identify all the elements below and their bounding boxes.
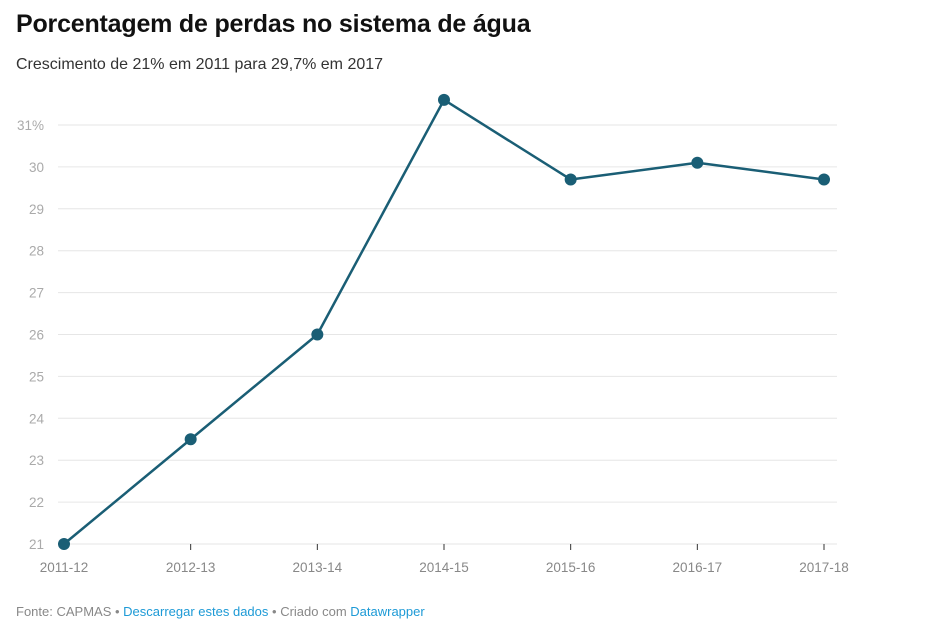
created-with-label: Criado com bbox=[280, 604, 351, 619]
y-tick-label: 22 bbox=[29, 495, 44, 510]
data-point bbox=[691, 156, 704, 169]
x-tick-label: 2017-18 bbox=[799, 560, 849, 575]
y-tick-label: 28 bbox=[29, 244, 44, 259]
x-tick-label: 2014-15 bbox=[419, 560, 469, 575]
separator: • bbox=[268, 604, 281, 619]
data-point bbox=[58, 538, 70, 550]
data-point bbox=[818, 173, 830, 186]
chart-subtitle: Crescimento de 21% em 2011 para 29,7% em… bbox=[16, 56, 384, 73]
y-axis: 21 22 23 24 25 26 27 28 29 30 31% bbox=[17, 118, 45, 552]
separator: • bbox=[111, 604, 124, 619]
y-tick-label: 21 bbox=[29, 537, 44, 552]
x-tick-label: 2011-12 bbox=[40, 560, 89, 575]
y-tick-label: 27 bbox=[29, 286, 44, 301]
y-tick-label: 30 bbox=[29, 160, 44, 175]
datawrapper-link[interactable]: Datawrapper bbox=[350, 604, 425, 619]
y-tick-label: 25 bbox=[29, 369, 44, 384]
y-tick-label: 26 bbox=[29, 328, 44, 343]
x-tick-label: 2012-13 bbox=[166, 560, 216, 575]
y-tick-label: 29 bbox=[29, 202, 44, 217]
y-tick-label: 31% bbox=[17, 118, 44, 133]
data-point bbox=[564, 173, 577, 186]
download-data-link[interactable]: Descarregar estes dados bbox=[123, 604, 269, 619]
data-point bbox=[438, 93, 450, 106]
x-tick-label: 2015-16 bbox=[546, 560, 596, 575]
data-point bbox=[311, 328, 324, 341]
x-axis: 2011-12 2012-13 2013-14 2014-15 2015-16 2016-… bbox=[40, 544, 849, 575]
y-tick-label: 24 bbox=[29, 411, 45, 426]
source-label: Fonte: CAPMAS bbox=[16, 604, 112, 619]
footer: Fonte: CAPMAS • Descarregar estes dados … bbox=[16, 604, 425, 619]
data-point bbox=[184, 433, 197, 446]
x-tick-label: 2013-14 bbox=[293, 560, 343, 575]
gridlines bbox=[58, 124, 837, 545]
x-tick-label: 2016-17 bbox=[673, 560, 723, 575]
data-points bbox=[58, 93, 830, 550]
y-tick-label: 23 bbox=[29, 453, 44, 468]
chart-title: Porcentagem de perdas no sistema de água bbox=[16, 10, 531, 38]
